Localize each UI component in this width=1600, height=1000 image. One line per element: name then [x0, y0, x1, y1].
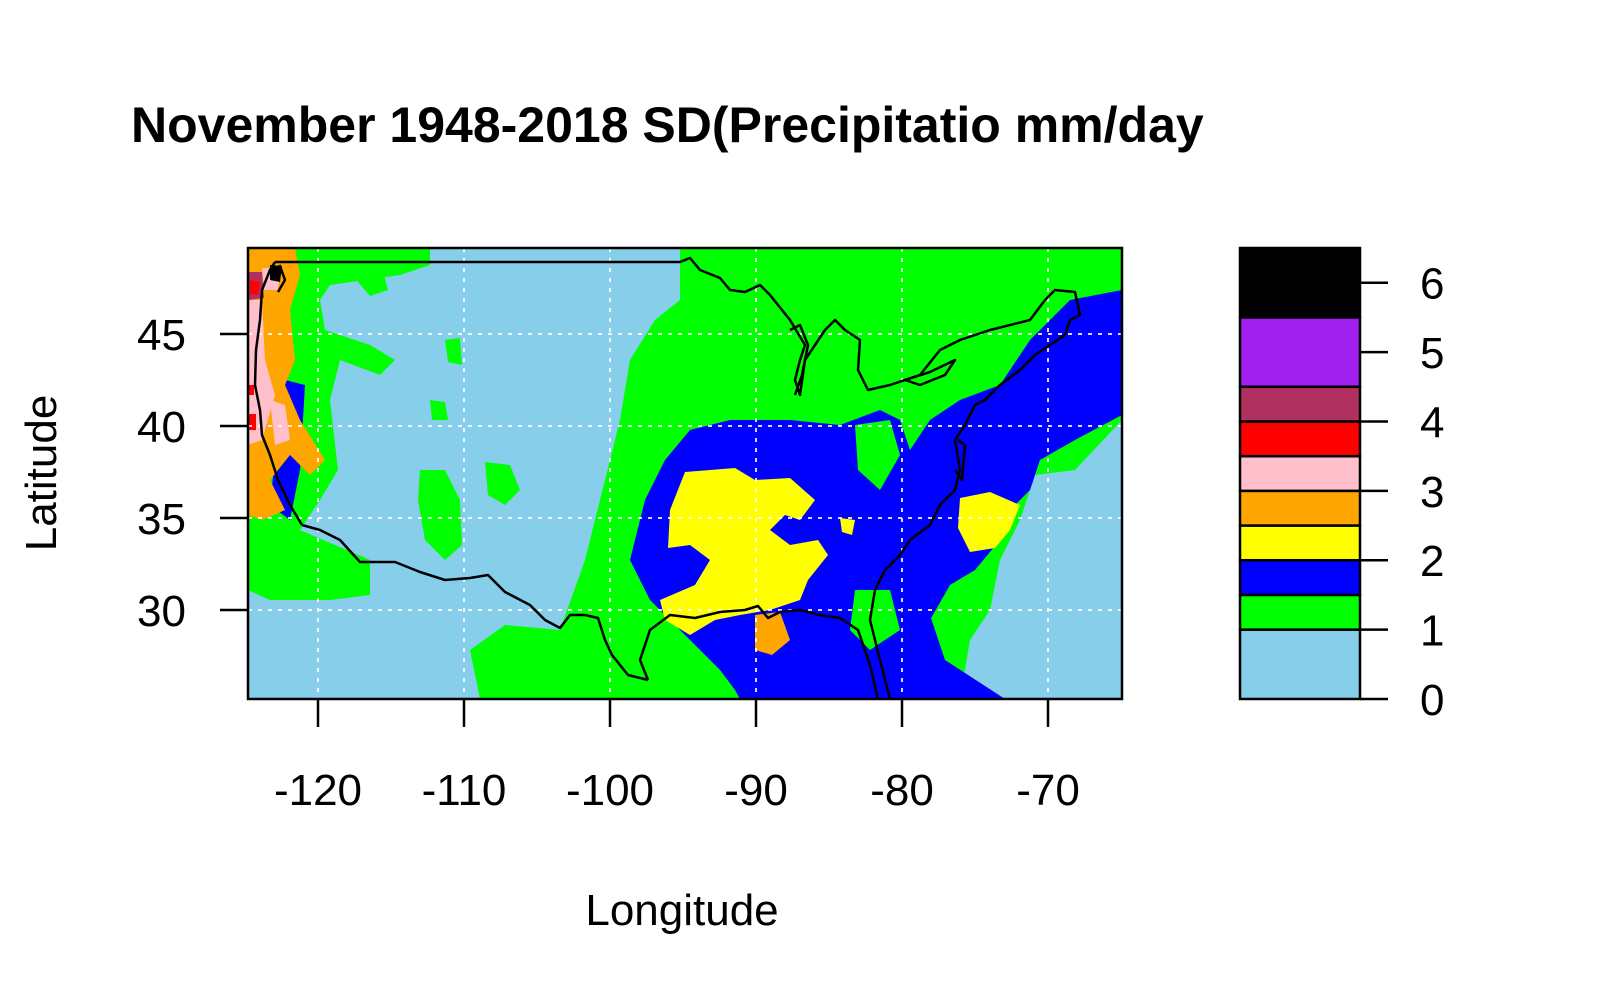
y-tick-label: 30: [137, 587, 186, 636]
contour-patch-louisiana: [755, 612, 790, 655]
great-lakes-erie: [903, 358, 957, 387]
chesapeake: [953, 438, 967, 482]
x-tick-label: -100: [566, 766, 654, 815]
contour-strip-pacific-northwest: [248, 248, 325, 520]
contour-patch-montana: [358, 265, 388, 296]
legend-color-box: [1238, 489, 1362, 527]
y-axis: 30 35 40 45 Latitude: [17, 311, 248, 636]
contour-patch-carolinas: [958, 492, 1020, 552]
usa-outline: [253, 256, 1082, 699]
legend-color-box: [1238, 385, 1362, 423]
border-canada: [275, 256, 1082, 397]
legend-color-box: [1238, 454, 1362, 493]
coast-gulf: [638, 604, 880, 699]
x-tick-label: -120: [274, 766, 362, 815]
x-tick-label: -80: [870, 766, 934, 815]
contour-level-orange: [248, 248, 790, 655]
coast-west: [253, 261, 304, 526]
contour-patch-florida-inland: [850, 590, 900, 650]
legend-tick-label: 3: [1420, 468, 1444, 517]
legend-color-box: [1238, 593, 1362, 631]
legend-tick-label: 2: [1420, 537, 1444, 586]
x-tick-label: -90: [724, 766, 788, 815]
figure-title: November 1948-2018 SD(Precipitatio mm/da…: [131, 97, 1204, 153]
contour-patch-tennessee: [840, 518, 855, 535]
x-tick-label: -70: [1016, 766, 1080, 815]
legend-tick-label: 0: [1420, 676, 1444, 725]
map-panel: [246, 246, 1124, 701]
legend-tick-label: 5: [1420, 329, 1444, 378]
contour-patch-gulf-coast: [880, 615, 1005, 699]
contour-region-lower-mississippi: [660, 468, 828, 635]
color-legend: 0 1 2 3 4 5 6: [1238, 246, 1444, 725]
contour-patch-nevada: [418, 470, 462, 560]
contour-patch-wyoming: [445, 338, 462, 365]
y-tick-label: 40: [137, 403, 186, 452]
contour-level-yellow: [660, 468, 1020, 635]
y-axis-label: Latitude: [17, 395, 66, 552]
legend-tick-label: 4: [1420, 398, 1444, 447]
contour-spot-red-south: [248, 385, 254, 395]
contour-level-green-inner: [850, 420, 900, 650]
legend-color-box: [1238, 558, 1362, 597]
legend-boxes: [1238, 246, 1362, 701]
legend-ticks: 0 1 2 3 4 5 6: [1360, 260, 1444, 725]
legend-color-box: [1238, 628, 1362, 701]
border-mexico: [301, 523, 649, 682]
legend-tick-label: 6: [1420, 260, 1444, 309]
legend-tick-label: 1: [1420, 607, 1444, 656]
legend-color-box: [1238, 524, 1362, 562]
y-tick-label: 35: [137, 495, 186, 544]
map-frame: [246, 246, 1124, 701]
contour-patch-idaho: [430, 400, 448, 420]
coast-east: [868, 333, 1066, 699]
great-lakes-michigan: [789, 323, 810, 396]
x-axis: -120 -110 -100 -90 -80 -70 Longitude: [274, 699, 1080, 935]
contour-strip-pink-coast: [248, 300, 275, 445]
legend-color-box: [1238, 246, 1362, 319]
contour-spot-red-north: [250, 280, 260, 295]
coast-puget: [269, 264, 287, 293]
legend-color-box: [1238, 316, 1362, 389]
contour-patch-utah: [485, 462, 520, 505]
contour-patch-kentucky: [855, 420, 900, 490]
legend-color-box: [1238, 420, 1362, 458]
x-tick-label: -110: [422, 766, 507, 815]
contour-patch-pink-oregon: [270, 400, 290, 445]
x-axis-label: Longitude: [585, 886, 778, 935]
y-tick-label: 45: [137, 311, 186, 360]
